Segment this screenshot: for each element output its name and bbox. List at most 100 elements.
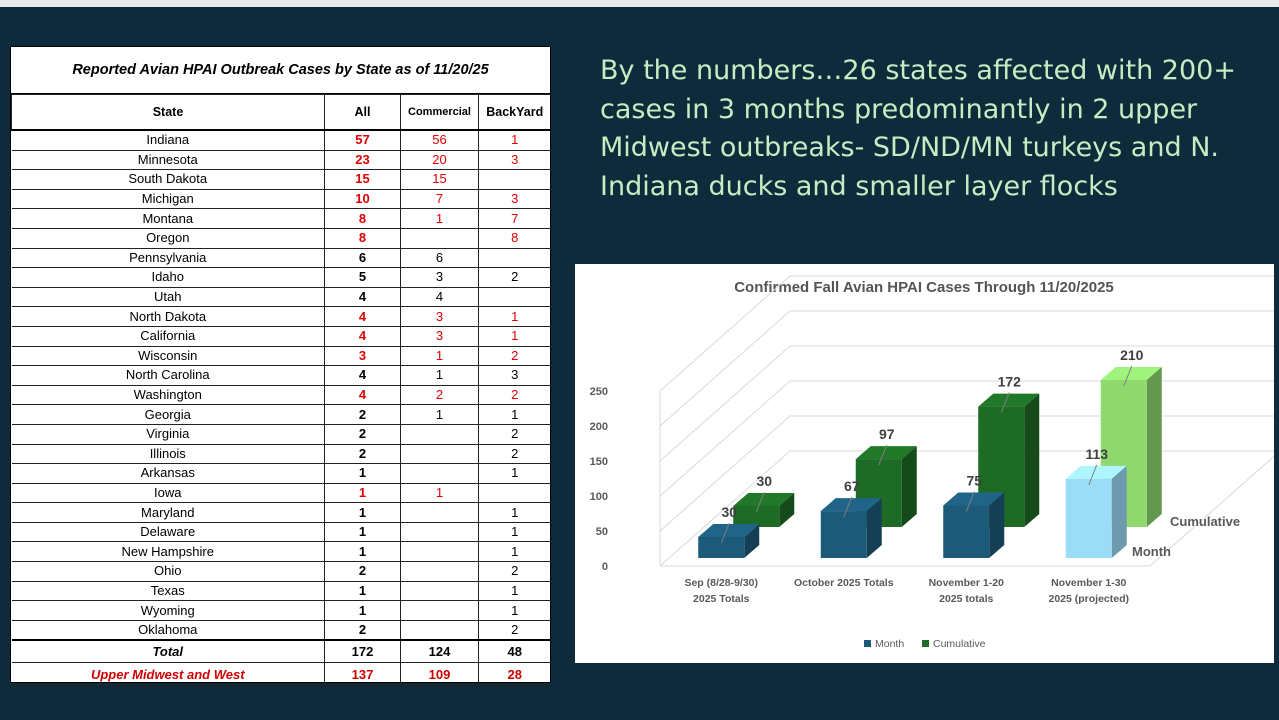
cell-commercial [400,443,479,465]
month-bar-side [866,498,882,558]
cell-backyard: 1 [478,502,551,523]
cell-backyard: 1 [478,600,551,621]
cell-backyard [478,169,551,190]
month-bar [698,537,745,558]
header-backyard: BackYard [478,94,551,131]
cell-commercial [400,423,479,445]
table-row: Delaware 1 1 [11,521,551,543]
cell-backyard [478,247,551,269]
cell-backyard: 2 [478,619,551,641]
cell-all: 3 [324,345,401,367]
cell-all: 5 [324,267,401,288]
cell-label: Total [11,639,325,664]
leader-line [878,444,888,466]
category-label: 2025 Totals [693,593,750,605]
cell-backyard [478,286,551,308]
cell-state: Washington [11,384,325,406]
cell-state: Michigan [11,188,325,210]
cell-state: Pennsylvania [11,247,325,269]
table-row: Maryland 1 1 [11,502,551,523]
legend-swatch-month [864,640,871,647]
cell-commercial [400,561,479,582]
cell-commercial: 1 [400,365,479,386]
cell-commercial [400,580,479,602]
cell-commercial [400,463,479,484]
month-bar-top [820,498,882,512]
cell-all: 10 [324,188,401,210]
cell-all: 172 [324,639,401,664]
cell-state: Oklahoma [11,619,325,641]
cell-state: Wyoming [11,600,325,621]
cell-commercial: 56 [400,129,479,151]
month-bar-side [744,524,760,558]
y-tick-label: 100 [590,491,608,503]
outbreak-table: State All Commercial BackYard Indiana 57 5… [11,94,551,688]
cell-backyard: 3 [478,188,551,210]
cell-commercial: 1 [400,404,479,425]
cell-backyard: 7 [478,208,551,229]
cell-all: 4 [324,384,401,406]
cell-state: Iowa [11,482,325,504]
cell-commercial: 7 [400,188,479,210]
cell-all: 57 [324,129,401,151]
cell-state: Montana [11,208,325,229]
cell-state: Virginia [11,423,325,445]
data-label: 30 [721,504,737,520]
cell-state: Texas [11,580,325,602]
cell-state: Idaho [11,267,325,288]
category-label: 2025 (projected) [1048,593,1129,605]
cell-all: 23 [324,149,401,171]
leader-line [843,496,853,518]
cell-commercial: 1 [400,208,479,229]
y-tick-label: 150 [590,456,608,468]
table-row: California 4 3 1 [11,325,551,347]
cumulative-bar-side [1146,367,1162,527]
cell-commercial: 124 [400,639,479,664]
top-strip [0,0,1279,7]
data-label: 67 [844,478,860,494]
cell-all: 1 [324,502,401,523]
cell-state: Indiana [11,129,325,151]
cell-all: 15 [324,169,401,190]
legend-cumulative: Cumulative [933,638,986,650]
cell-commercial [400,600,479,621]
upper-midwest-row: Upper Midwest and West 137 109 28 [11,662,551,688]
month-bar [820,511,867,558]
category-label: Sep (8/28-9/30) [684,577,758,589]
cell-state: Maryland [11,502,325,523]
chart-panel: Confirmed Fall Avian HPAI Cases Through … [575,264,1274,663]
cell-commercial: 1 [400,482,479,504]
cumulative-bar-top [1100,367,1162,380]
cumulative-bar-top [733,493,795,506]
cell-commercial [400,227,479,249]
cell-backyard: 3 [478,365,551,386]
floor-edge [660,455,1274,567]
cell-commercial: 1 [400,345,479,367]
total-row: Total 172 124 48 [11,639,551,664]
cell-label: Upper Midwest and West [11,662,325,688]
cell-backyard: 1 [478,541,551,563]
cell-backyard: 2 [478,443,551,465]
cell-all: 4 [324,365,401,386]
cell-all: 4 [324,306,401,327]
header-all: All [324,94,401,131]
cumulative-bar-top [978,393,1040,407]
headline-text: By the numbers…26 states affected with 2… [600,55,1236,202]
cell-all: 137 [324,662,401,688]
cell-all: 6 [324,247,401,269]
hpai-3d-bar-chart: Confirmed Fall Avian HPAI Cases Through … [590,275,1274,650]
gridline [659,310,1274,427]
category-label: November 1-30 [1051,577,1126,589]
data-label: 30 [756,473,772,489]
month-bar-side [989,492,1005,558]
cell-all: 1 [324,600,401,621]
table-row: North Carolina 4 1 3 [11,365,551,386]
category-label: October 2025 Totals [794,577,894,589]
cell-commercial: 6 [400,247,479,269]
table-row: Michigan 10 7 3 [11,188,551,210]
cell-commercial [400,502,479,523]
cell-backyard: 1 [478,521,551,543]
cumulative-bar-side [1024,393,1040,527]
table-row: Idaho 5 3 2 [11,267,551,288]
cell-backyard: 3 [478,149,551,171]
